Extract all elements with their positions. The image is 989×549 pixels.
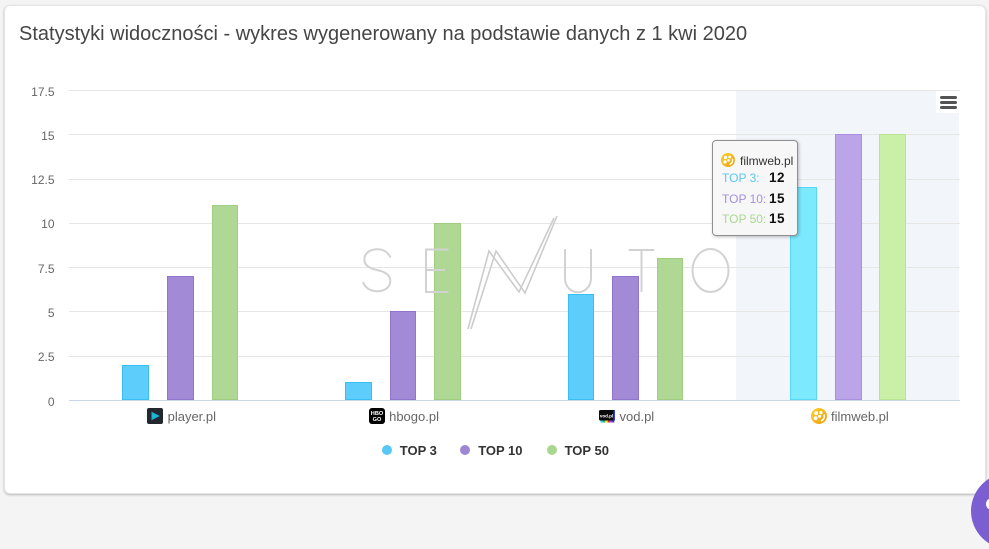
svg-text:vod.pl: vod.pl: [600, 414, 613, 419]
svg-text:HBO: HBO: [370, 411, 383, 417]
svg-text:GO: GO: [372, 417, 381, 423]
